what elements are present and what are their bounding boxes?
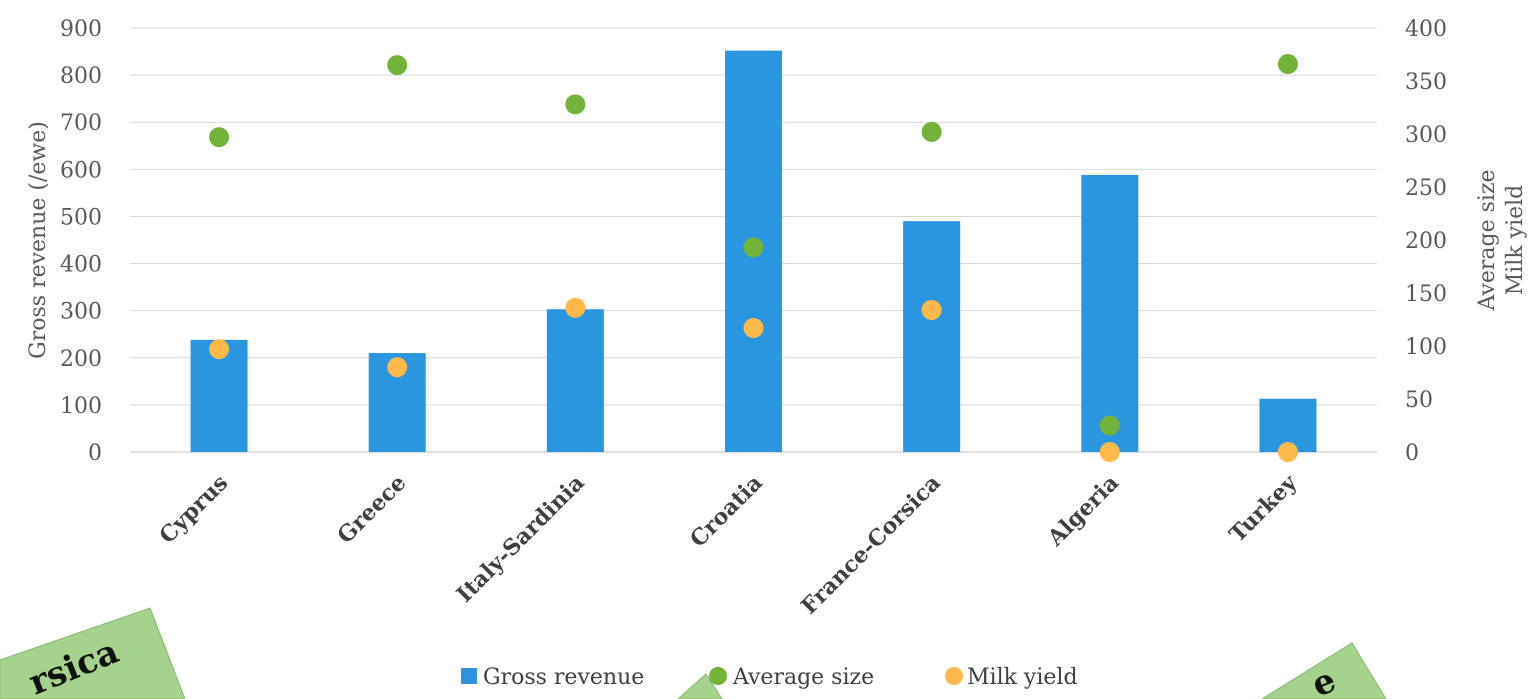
y2-tick-label: 0 — [1405, 441, 1419, 466]
legend-swatch-gross-revenue — [461, 668, 477, 684]
point-average-size-italy-sardinia — [565, 94, 586, 115]
category-label: Cyprus — [154, 470, 233, 549]
point-milk-yield-cyprus — [209, 339, 230, 360]
right-axis-ticks: 0 50 100 150 200 250 300 350 400 — [1405, 17, 1447, 466]
y-tick-label: 700 — [60, 111, 102, 136]
category-label: Greece — [332, 470, 411, 549]
y2-axis-title-line-1: Average size — [1475, 169, 1500, 311]
y-tick-label: 900 — [60, 17, 102, 42]
y2-tick-label: 300 — [1405, 123, 1447, 148]
bar-france-corsica — [903, 221, 961, 452]
y2-tick-label: 350 — [1405, 70, 1447, 95]
bar-italy-sardinia — [546, 309, 604, 452]
legend-swatch-milk-yield — [945, 667, 963, 685]
y-tick-label: 0 — [88, 441, 102, 466]
point-average-size-france-corsica — [921, 121, 942, 142]
legend-label-milk-yield: Milk yield — [967, 665, 1078, 690]
y-tick-label: 800 — [60, 64, 102, 89]
y2-tick-label: 250 — [1405, 176, 1447, 201]
scatter-series — [209, 54, 1298, 462]
y2-tick-label: 100 — [1405, 335, 1447, 360]
y-tick-label: 400 — [60, 253, 102, 278]
y-tick-label: 500 — [60, 205, 102, 230]
legend-label-gross-revenue: Gross revenue — [483, 665, 644, 690]
point-milk-yield-france-corsica — [921, 299, 942, 320]
category-axis-labels: Cyprus Greece Italy-Sardinia Croatia France-… — [154, 469, 1303, 620]
y2-tick-label: 150 — [1405, 282, 1447, 307]
legend: Gross revenue Average size Milk yield — [461, 665, 1078, 690]
legend-label-average-size: Average size — [732, 665, 874, 690]
category-label: France-Corsica — [796, 470, 946, 620]
y2-axis-title-line-2: Milk yield — [1503, 185, 1528, 296]
point-average-size-turkey — [1277, 54, 1298, 75]
point-milk-yield-algeria — [1099, 442, 1120, 462]
y2-tick-label: 400 — [1405, 17, 1447, 42]
y2-tick-label: 200 — [1405, 229, 1447, 254]
point-average-size-cyprus — [209, 127, 230, 148]
category-label: Croatia — [685, 470, 768, 553]
sticky-note-left: rsica — [0, 607, 186, 699]
y-tick-label: 200 — [60, 347, 102, 372]
legend-swatch-average-size — [709, 667, 727, 685]
point-average-size-algeria — [1099, 415, 1120, 436]
y2-tick-label: 50 — [1405, 388, 1433, 413]
point-milk-yield-croatia — [743, 317, 764, 338]
point-milk-yield-italy-sardinia — [565, 297, 586, 318]
left-axis-ticks: 0 100 200 300 400 500 600 700 800 900 — [60, 17, 102, 466]
y-tick-label: 600 — [60, 158, 102, 183]
category-label: Algeria — [1042, 470, 1124, 552]
category-label: Turkey — [1224, 469, 1303, 548]
point-average-size-croatia — [743, 237, 764, 258]
point-milk-yield-turkey — [1277, 442, 1298, 462]
point-milk-yield-greece — [387, 357, 408, 378]
y-tick-label: 100 — [60, 394, 102, 419]
point-average-size-greece — [387, 55, 408, 76]
category-label: Italy-Sardinia — [452, 470, 590, 608]
y-tick-label: 300 — [60, 300, 102, 325]
sticky-note-right: e — [1261, 642, 1387, 699]
bar-algeria — [1081, 174, 1139, 452]
sticky-note-middle — [677, 673, 723, 699]
y-axis-title: Gross revenue (/ewe) — [26, 121, 51, 359]
